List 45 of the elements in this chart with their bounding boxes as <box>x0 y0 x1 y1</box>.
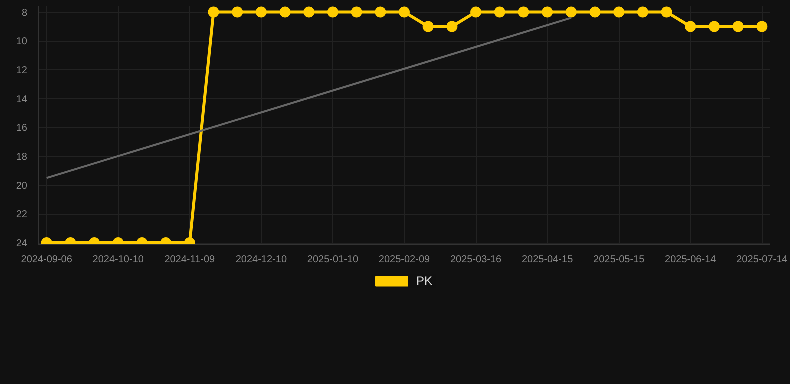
point <box>256 6 267 18</box>
y-tick-label: 20 <box>16 180 28 192</box>
point <box>542 6 554 18</box>
point <box>637 6 648 18</box>
point <box>304 6 315 18</box>
point <box>446 21 458 32</box>
point <box>494 6 506 18</box>
point <box>518 6 530 18</box>
point <box>590 6 601 18</box>
x-tick-label: 2025-06-14 <box>665 254 717 266</box>
point <box>756 21 768 32</box>
y-tick-label: 10 <box>16 36 28 48</box>
point <box>327 6 338 18</box>
x-tick-label: 2025-02-09 <box>378 254 431 266</box>
x-tick-label: 2025-03-16 <box>450 254 502 266</box>
x-tick-label: 2024-12-10 <box>236 254 288 266</box>
y-tick-label: 12 <box>16 65 28 76</box>
x-tick-label: 2024-09-06 <box>21 254 73 266</box>
y-tick-label: 14 <box>16 94 28 106</box>
point <box>708 21 720 32</box>
point <box>375 6 386 18</box>
y-tick-label: 8 <box>22 8 28 19</box>
y-tick-label: 16 <box>16 123 28 134</box>
y-tick-label: 22 <box>16 210 28 221</box>
x-tick-label: 2024-10-10 <box>92 254 144 266</box>
y-tick-label: 18 <box>16 152 28 164</box>
x-tick-label: 2024-11-09 <box>164 254 216 266</box>
y-tick-label: 24 <box>16 238 28 250</box>
point <box>351 6 362 18</box>
x-tick-label: 2025-04-15 <box>522 254 574 266</box>
point <box>614 6 625 18</box>
point <box>470 6 482 18</box>
point <box>232 6 244 18</box>
point <box>399 6 410 18</box>
point <box>685 21 696 32</box>
point <box>208 6 220 18</box>
x-tick-label: 2025-01-10 <box>307 254 359 266</box>
point <box>280 6 291 18</box>
point <box>661 6 672 18</box>
point <box>422 21 434 32</box>
legend-label: PK <box>416 274 434 288</box>
point <box>732 21 744 32</box>
x-tick-label: 2025-05-15 <box>594 254 646 266</box>
x-tick-label: 2025-07-14 <box>736 254 788 266</box>
point <box>566 6 577 18</box>
